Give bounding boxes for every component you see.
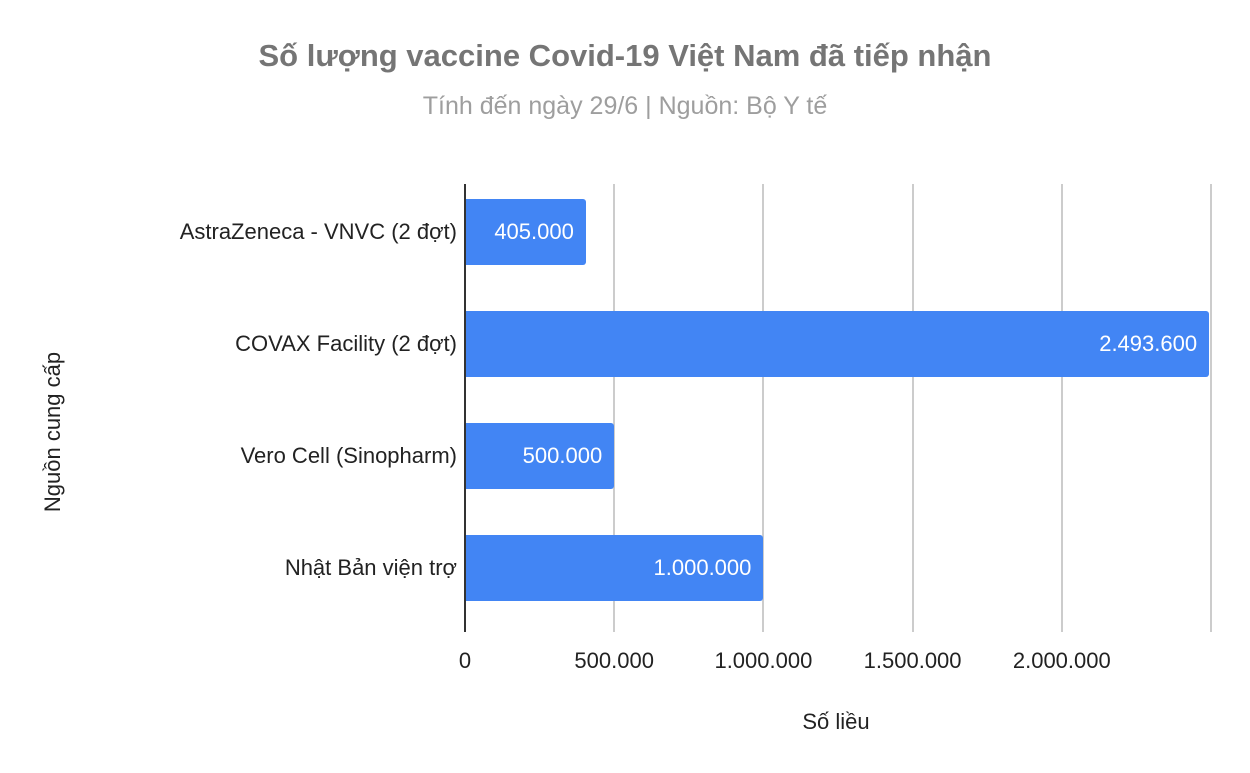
x-tick-label: 0 <box>458 648 472 673</box>
bar: 405.000 <box>465 199 586 265</box>
x-axis-title: Số liều <box>802 709 870 734</box>
x-tick-label: 2.000.000 <box>1012 648 1111 673</box>
gridline <box>1060 184 1063 632</box>
y-axis-title: Nguồn cung cấp <box>40 351 65 513</box>
bar: 2.493.600 <box>465 311 1210 377</box>
category-label: COVAX Facility (2 đợt) <box>235 331 457 356</box>
bar: 500.000 <box>465 423 615 489</box>
category-label: Nhật Bản viện trợ <box>284 555 457 580</box>
x-tick-label: 1.000.000 <box>714 648 813 673</box>
x-tick-label: 500.000 <box>574 648 654 673</box>
gridline <box>762 184 765 632</box>
bar-value-label: 2.493.600 <box>1099 331 1198 356</box>
y-axis-line <box>464 184 466 632</box>
plot-area: 405.000 2.493.600 500.000 1.000.000 <box>464 184 1212 632</box>
chart-subtitle: Tính đến ngày 29/6 | Nguồn: Bộ Y tế <box>422 92 828 120</box>
gridline <box>911 184 914 632</box>
chart-title: Số lượng vaccine Covid-19 Việt Nam đã ti… <box>258 38 992 73</box>
bar-value-label: 500.000 <box>522 443 603 468</box>
x-tick-label: 1.500.000 <box>863 648 962 673</box>
gridline <box>613 184 616 632</box>
bar-value-label: 1.000.000 <box>653 555 752 580</box>
bar-value-label: 405.000 <box>494 219 574 244</box>
category-label: AstraZeneca - VNVC (2 đợt) <box>179 219 457 244</box>
gridline <box>1210 184 1212 632</box>
category-label: Vero Cell (Sinopharm) <box>240 443 457 468</box>
bar: 1.000.000 <box>465 535 764 601</box>
